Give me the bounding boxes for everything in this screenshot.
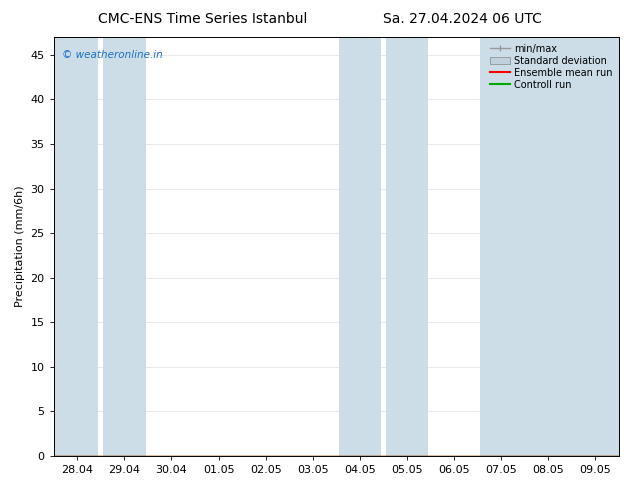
Y-axis label: Precipitation (mm/6h): Precipitation (mm/6h): [15, 186, 25, 307]
Text: CMC-ENS Time Series Istanbul: CMC-ENS Time Series Istanbul: [98, 12, 307, 26]
Bar: [54, 37, 98, 456]
Bar: [386, 37, 428, 456]
Legend: min/max, Standard deviation, Ensemble mean run, Controll run: min/max, Standard deviation, Ensemble me…: [488, 42, 614, 92]
Bar: [480, 37, 619, 456]
Text: Sa. 27.04.2024 06 UTC: Sa. 27.04.2024 06 UTC: [384, 12, 542, 26]
Bar: [103, 37, 146, 456]
Text: © weatheronline.in: © weatheronline.in: [62, 49, 163, 60]
Bar: [339, 37, 381, 456]
